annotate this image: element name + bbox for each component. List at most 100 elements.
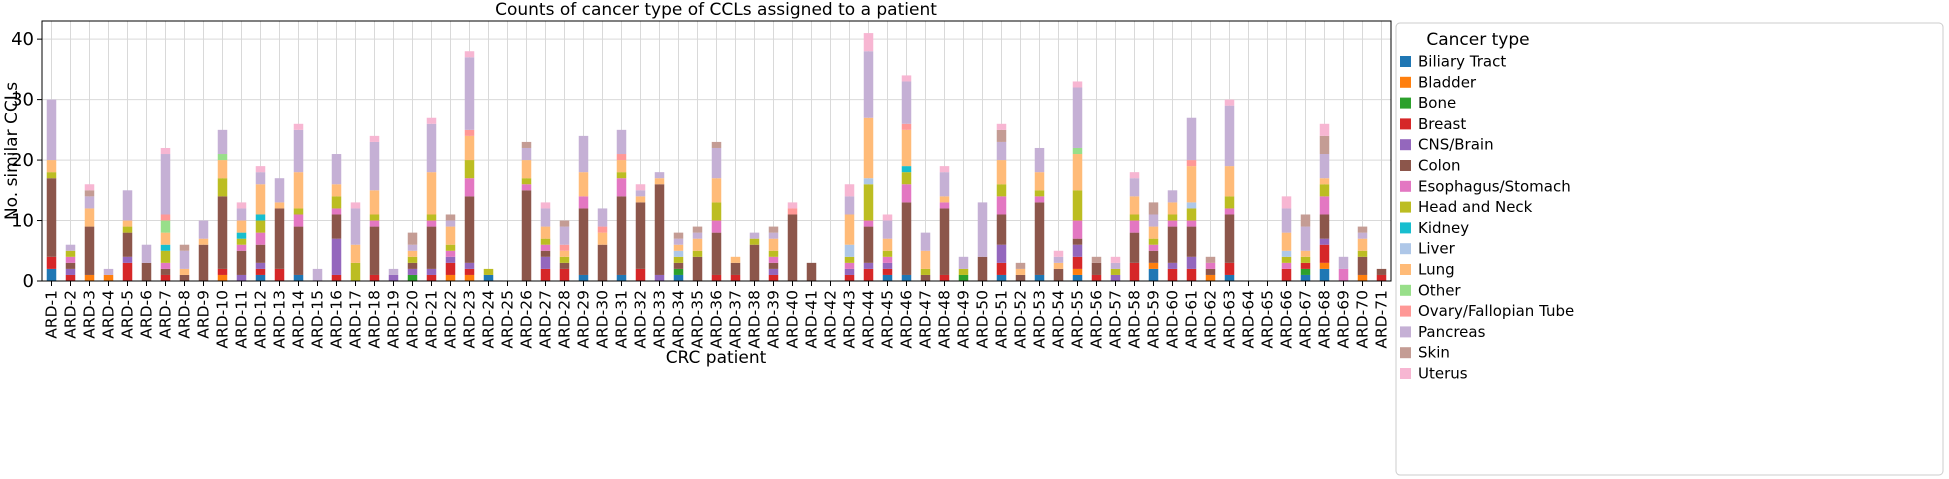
bar-segment: ARD-16 – Pancreas: 5 [331,154,342,185]
legend-swatch [1400,118,1411,130]
bar-segment: ARD-22 – Breast: 2 [445,262,456,275]
bar-segment: ARD-17 – Lung: 3 [350,244,361,263]
bar-segment: ARD-59 – Bladder: 1 [1148,262,1159,269]
x-tick-label: ARD-9 [195,290,213,339]
legend-entry-label: Lung [1418,261,1455,279]
bar-segment: ARD-50 – Pancreas: 9 [977,202,988,257]
bar-segment: ARD-48 – Esophagus/Stomach: 1 [939,202,950,209]
bar-segment: ARD-33 – Lung: 1 [654,178,665,185]
bar-segment: ARD-46 – Pancreas: 7 [901,81,912,124]
bar-segment: ARD-23 – Ovary/Fallopian Tube: 1 [464,129,475,136]
bar-segment: ARD-11 – Lung: 2 [236,220,247,233]
bar-segment: ARD-66 – Pancreas: 4 [1281,208,1292,233]
legend-entry-label: Bladder [1418,73,1477,91]
bar-segment: ARD-51 – Pancreas: 3 [996,141,1007,161]
bar-segment: ARD-39 – Pancreas: 1 [768,232,779,239]
bar-segment: ARD-46 – Uterus: 1 [901,75,912,82]
bar-segment: ARD-56 – Skin: 1 [1091,256,1102,263]
legend-swatch [1400,264,1411,275]
bar-segment: ARD-61 – Lung: 6 [1186,166,1197,203]
bar-segment: ARD-21 – Breast: 1 [426,274,437,281]
bar-segment: ARD-22 – Pancreas: 1 [445,220,456,227]
x-tick-label: ARD-43 [841,290,859,349]
legend-entry-label: Liver [1418,240,1456,258]
bar-segment: ARD-11 – CNS/Brain: 1 [236,274,247,281]
bar-segment: ARD-59 – Biliary Tract: 2 [1148,268,1159,281]
bar-segment: ARD-43 – Pancreas: 3 [844,196,855,215]
bar-segment: ARD-26 – Lung: 3 [521,160,532,179]
bar-segment: ARD-31 – Lung: 2 [616,160,627,173]
bar-segment: ARD-18 – Uterus: 1 [369,135,380,142]
bar-segment: ARD-29 – Colon: 11 [578,208,589,275]
bar-segment: ARD-48 – Lung: 1 [939,196,950,203]
chart-title: Counts of cancer type of CCLs assigned t… [495,0,937,20]
bar-segment: ARD-18 – Lung: 4 [369,190,380,215]
x-tick-label: ARD-29 [575,290,593,349]
bar-segment: ARD-1 – Breast: 2 [46,256,57,269]
bar-segment: ARD-61 – Liver: 1 [1186,202,1197,209]
bar-segment: ARD-35 – Head and Neck: 1 [692,250,703,257]
bar-segment: ARD-8 – Colon: 1 [179,274,190,281]
legend-entry-label: Bone [1418,94,1456,112]
bar-segment: ARD-53 – Biliary Tract: 1 [1034,274,1045,281]
y-tick-label: 30 [11,90,34,111]
bar-segment: ARD-2 – Breast: 1 [65,274,76,281]
x-tick-label: ARD-65 [1259,290,1277,349]
bar-segment: ARD-68 – Colon: 4 [1319,214,1330,239]
bar-segment: ARD-54 – Lung: 1 [1053,262,1064,269]
bar-segment: ARD-12 – Lung: 5 [255,184,266,215]
bar-segment: ARD-27 – Uterus: 1 [540,202,551,209]
x-tick-label: ARD-61 [1183,290,1201,349]
bar-segment: ARD-61 – Breast: 2 [1186,268,1197,281]
bar-segment: ARD-34 – Liver: 1 [673,250,684,257]
x-tick-label: ARD-38 [746,290,764,349]
bar-segment: ARD-45 – Head and Neck: 1 [882,250,893,257]
bar-segment: ARD-12 – Uterus: 1 [255,166,266,173]
bar-segment: ARD-43 – Liver: 2 [844,244,855,257]
bar-segment: ARD-44 – CNS/Brain: 1 [863,262,874,269]
bar-segment: ARD-68 – Esophagus/Stomach: 3 [1319,196,1330,215]
bar-segment: ARD-52 – Lung: 1 [1015,268,1026,275]
legend-swatch [1400,284,1411,296]
bar-segment: ARD-45 – Uterus: 1 [882,214,893,221]
bar-segment: ARD-60 – Breast: 2 [1167,268,1178,281]
bar-segment: ARD-16 – Head and Neck: 2 [331,196,342,209]
legend-swatch [1400,222,1411,234]
legend-swatch [1400,243,1411,255]
bar-segment: ARD-69 – Esophagus/Stomach: 2 [1338,268,1349,281]
bar-segment: ARD-3 – Pancreas: 2 [84,196,95,209]
bar-segment: ARD-36 – Head and Neck: 3 [711,202,722,221]
bar-segment: ARD-39 – Esophagus/Stomach: 1 [768,256,779,263]
bar-segment: ARD-11 – Uterus: 1 [236,202,247,209]
bar-segment: ARD-51 – Uterus: 1 [996,123,1007,130]
bar-segment: ARD-68 – Head and Neck: 2 [1319,184,1330,197]
bar-segment: ARD-26 – Pancreas: 2 [521,147,532,161]
x-tick-label: ARD-33 [651,290,669,349]
bar-segment: ARD-48 – Colon: 11 [939,208,950,275]
bar-segment: ARD-44 – Esophagus/Stomach: 1 [863,220,874,227]
bar-segment: ARD-28 – Head and Neck: 1 [559,256,570,263]
bar-segment: ARD-22 – Lung: 3 [445,226,456,245]
bar-segment: ARD-7 – Other: 2 [160,220,171,233]
bar-segment: ARD-20 – Skin: 2 [407,232,418,245]
bar-segment: ARD-1 – Biliary Tract: 2 [46,268,57,281]
bar-segment: ARD-58 – Uterus: 1 [1129,172,1140,179]
x-tick-label: ARD-51 [993,290,1011,349]
legend-swatch [1400,180,1411,192]
bar-segment: ARD-22 – CNS/Brain: 1 [445,256,456,263]
bar-segment: ARD-23 – Head and Neck: 3 [464,160,475,179]
bar-segment: ARD-7 – Breast: 1 [160,274,171,281]
bar-segment: ARD-43 – Lung: 5 [844,214,855,245]
bar-segment: ARD-22 – Esophagus/Stomach: 1 [445,250,456,257]
bar-segment: ARD-27 – Lung: 2 [540,226,551,239]
bar-segment: ARD-70 – Lung: 2 [1357,238,1368,251]
bar-segment: ARD-36 – Colon: 7 [711,232,722,275]
x-tick-label: ARD-10 [214,290,232,349]
bar-segment: ARD-13 – Colon: 10 [274,208,285,269]
bar-segment: ARD-63 – Pancreas: 10 [1224,105,1235,167]
bar-segment: ARD-30 – Colon: 6 [597,244,608,281]
bar-segment: ARD-55 – Bladder: 1 [1072,268,1083,275]
bar-segment: ARD-46 – Ovary/Fallopian Tube: 1 [901,123,912,130]
bar-segment: ARD-58 – Breast: 3 [1129,262,1140,281]
